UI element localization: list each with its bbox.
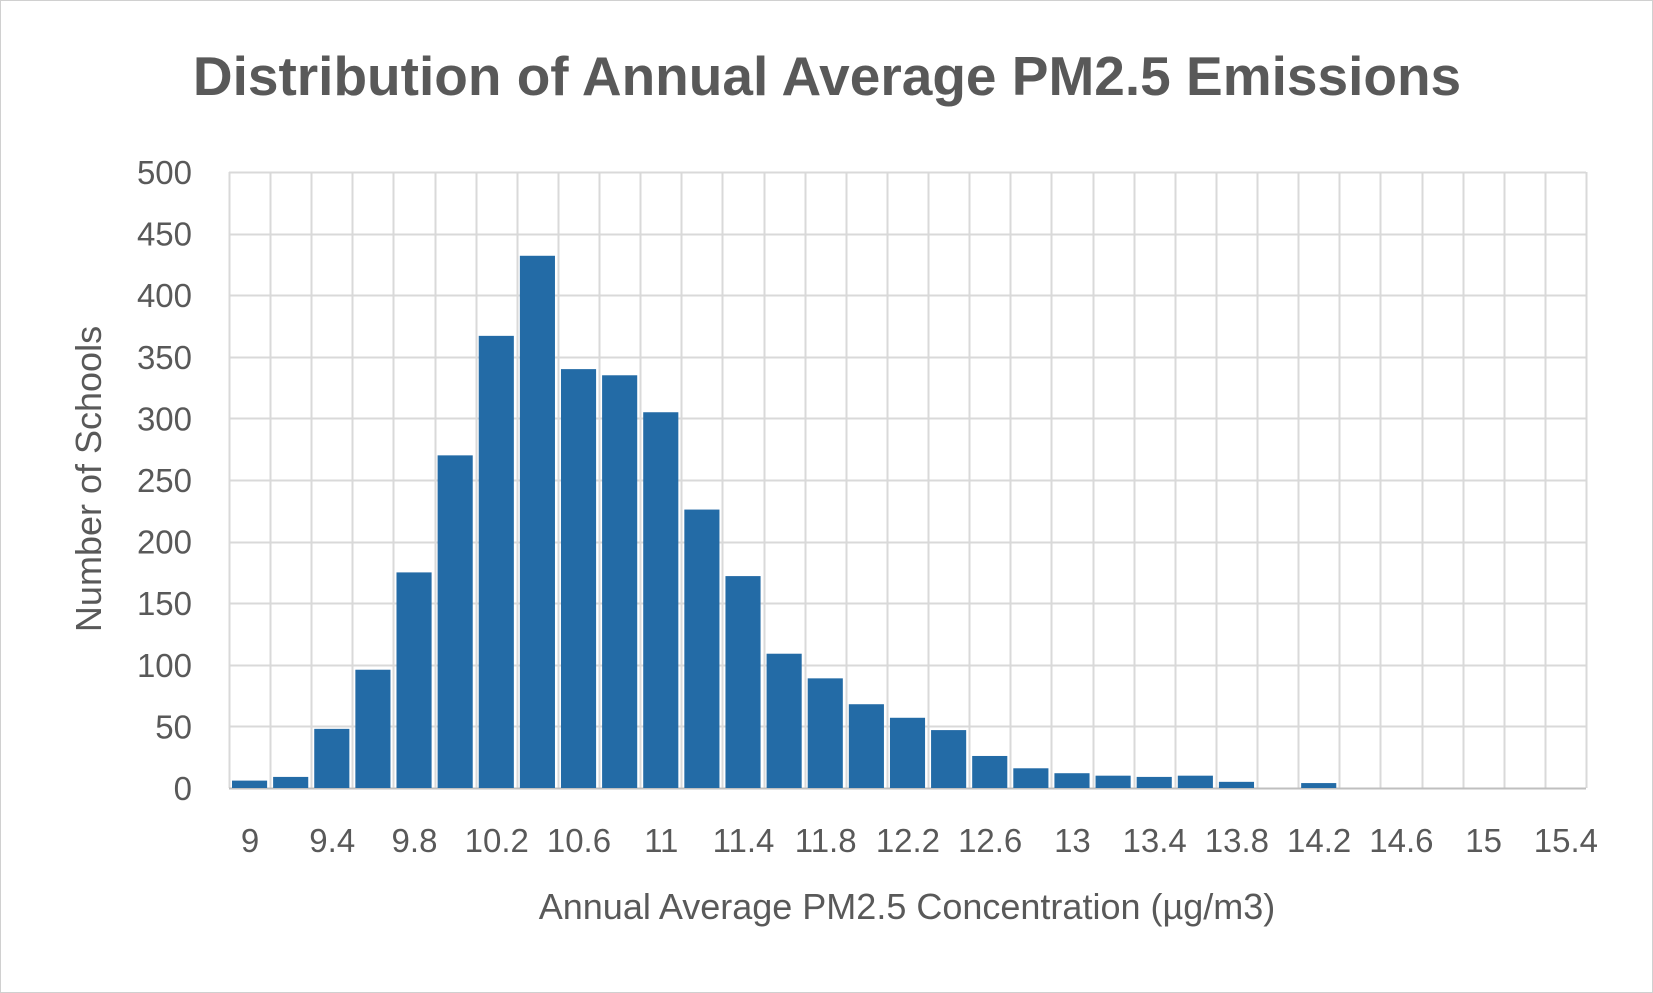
histogram-bar	[1301, 783, 1337, 788]
histogram-bar	[560, 369, 597, 788]
histogram-bar	[848, 704, 884, 788]
x-tick-label: 11.4	[713, 822, 775, 859]
y-tick-label: 0	[174, 770, 192, 807]
histogram-bar	[889, 717, 926, 788]
x-tick-label: 12.2	[876, 822, 940, 859]
histogram-bar	[232, 780, 268, 788]
histogram-bar	[437, 455, 473, 788]
x-tick-label: 13.8	[1205, 822, 1269, 859]
histogram-bar	[766, 653, 802, 788]
histogram-bar	[1136, 776, 1172, 788]
y-tick-label: 350	[137, 339, 192, 376]
histogram-bar	[643, 412, 679, 788]
y-tick-label: 100	[137, 647, 192, 684]
histogram-bar	[1013, 768, 1049, 788]
histogram-bar	[931, 730, 967, 788]
x-tick-label: 9.4	[309, 822, 355, 859]
x-tick-label: 15.4	[1534, 822, 1598, 859]
x-tick-label: 11.8	[795, 822, 857, 859]
histogram-bar	[725, 576, 761, 788]
y-tick-label: 450	[137, 216, 192, 253]
x-tick-label: 9	[241, 822, 259, 859]
x-tick-label: 12.6	[958, 822, 1022, 859]
histogram-bar	[807, 678, 843, 788]
histogram-bar	[684, 509, 720, 788]
x-tick-labels: 9 9.4 9.8 10.2 10.6 11 11.4 11.8 12.2 12.6 13 13.4 1…	[241, 822, 1598, 859]
bars	[232, 255, 1337, 788]
x-tick-label: 9.8	[392, 822, 438, 859]
x-axis-label: Annual Average PM2.5 Concentration (µg/m…	[539, 886, 1276, 927]
y-axis-label: Number of Schools	[68, 326, 109, 632]
histogram-bar	[1054, 773, 1090, 788]
histogram-bar	[355, 669, 391, 788]
histogram-bar	[396, 572, 432, 788]
x-tick-label: 14.6	[1369, 822, 1433, 859]
histogram-bar	[519, 255, 555, 788]
histogram-bar	[1218, 781, 1255, 788]
y-tick-label: 250	[137, 462, 192, 499]
x-tick-label: 14.2	[1287, 822, 1351, 859]
x-tick-label: 10.6	[547, 822, 611, 859]
x-tick-label: 13.4	[1123, 822, 1187, 859]
histogram-bar	[1177, 775, 1213, 788]
histogram-bar	[314, 728, 350, 788]
y-tick-label: 400	[137, 277, 192, 314]
histogram-bar	[602, 375, 638, 788]
x-tick-label: 15	[1465, 822, 1502, 859]
y-tick-label: 50	[155, 708, 192, 745]
x-tick-label: 11	[644, 822, 678, 859]
y-tick-label: 200	[137, 524, 192, 561]
chart-title: Distribution of Annual Average PM2.5 Emi…	[193, 45, 1461, 107]
histogram-bar	[972, 755, 1008, 788]
histogram-bar	[478, 335, 514, 788]
y-tick-labels: 0 50 100 150 200 250 300 350 400 450 500	[137, 154, 192, 807]
x-tick-label: 10.2	[465, 822, 529, 859]
histogram-bar	[1095, 775, 1131, 788]
x-tick-label: 13	[1054, 822, 1091, 859]
y-tick-label: 300	[137, 400, 192, 437]
gridlines	[228, 171, 1588, 790]
y-tick-label: 500	[137, 154, 192, 191]
histogram-bar	[273, 776, 309, 788]
y-tick-label: 150	[137, 585, 192, 622]
